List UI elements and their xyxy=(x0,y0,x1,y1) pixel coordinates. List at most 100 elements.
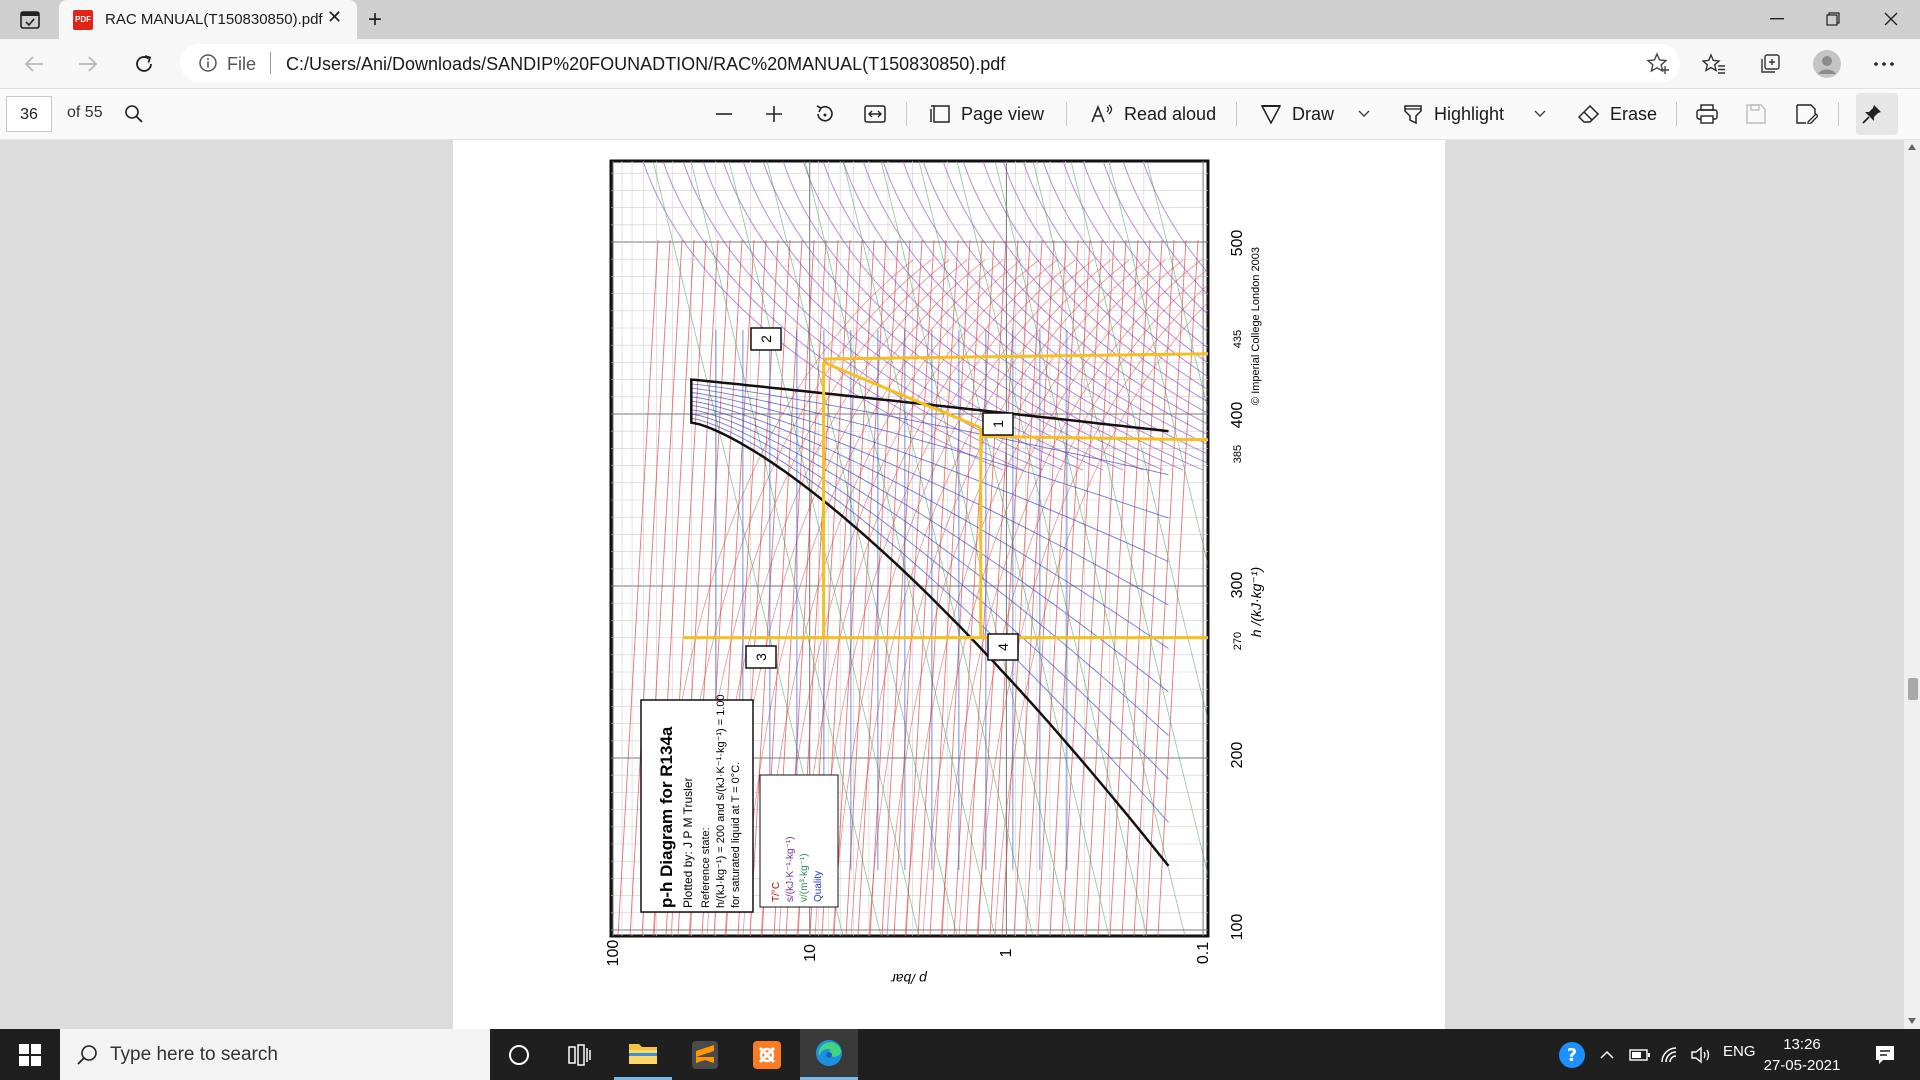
vertical-scrollbar[interactable] xyxy=(1904,140,1920,1029)
url-text[interactable]: C:/Users/Ani/Downloads/SANDIP%20FOUNADTI… xyxy=(286,54,1006,74)
eraser-icon xyxy=(1578,104,1600,123)
scrollbar-thumb[interactable] xyxy=(1908,678,1918,700)
point-marker: 4 xyxy=(987,633,1019,661)
highlight-options-chevron-icon[interactable] xyxy=(1534,99,1556,129)
pdf-toolbar: 36 of 55 Page view Read aloud Draw Highl… xyxy=(0,89,1920,140)
draw-options-chevron-icon[interactable] xyxy=(1358,99,1380,129)
minimize-icon[interactable] xyxy=(1752,4,1802,34)
point-label-3: 3 xyxy=(753,653,769,661)
point-label-2: 2 xyxy=(758,335,774,343)
toolbar-divider xyxy=(1676,102,1677,126)
zoom-in-icon[interactable] xyxy=(764,99,794,129)
page-number-input[interactable]: 36 xyxy=(6,96,52,132)
draw-button[interactable]: Draw xyxy=(1260,99,1334,129)
plotted-by: Plotted by: J P M Trusler xyxy=(681,778,695,909)
reference-line-2: for saturated liquid at T = 0°C. xyxy=(730,762,742,908)
highlight-button[interactable]: Highlight xyxy=(1402,99,1504,129)
scroll-down-icon[interactable] xyxy=(1908,1018,1916,1024)
url-scheme-label: File xyxy=(227,54,257,74)
clock-date: 27-05-2021 xyxy=(1763,1057,1841,1074)
close-window-icon[interactable] xyxy=(1866,4,1916,34)
zoom-out-icon[interactable] xyxy=(714,99,744,129)
y-tick: 0.1 xyxy=(1195,942,1212,964)
navigation-bar: File C:/Users/Ani/Downloads/SANDIP%20FOU… xyxy=(0,39,1920,89)
read-aloud-label: Read aloud xyxy=(1124,103,1217,124)
fit-to-width-icon[interactable] xyxy=(864,99,896,129)
x-tick: 300 xyxy=(1229,572,1246,599)
search-icon xyxy=(77,1045,97,1065)
favorites-icon[interactable] xyxy=(1698,48,1730,80)
x-tick: 200 xyxy=(1229,742,1246,769)
read-aloud-button[interactable]: Read aloud xyxy=(1090,99,1216,129)
erase-label: Erase xyxy=(1610,103,1658,124)
edge-browser-icon[interactable] xyxy=(800,1029,858,1080)
scroll-up-icon[interactable] xyxy=(1908,144,1916,150)
marked-h-value: 435 xyxy=(1232,330,1244,348)
toolbar-divider xyxy=(906,102,907,126)
close-tab-icon[interactable]: ✕ xyxy=(327,7,343,27)
sublime-text-icon[interactable] xyxy=(676,1029,734,1080)
cortana-icon[interactable] xyxy=(490,1029,548,1080)
point-marker: 3 xyxy=(745,645,777,669)
url-separator xyxy=(270,52,271,74)
save-icon[interactable] xyxy=(1746,99,1776,129)
legend-entropy: s/(kJ·K⁻¹·kg⁻¹) xyxy=(785,836,796,902)
pdf-icon: PDF xyxy=(73,10,93,30)
search-icon[interactable] xyxy=(124,99,154,129)
xampp-icon[interactable] xyxy=(738,1029,796,1080)
task-view-icon[interactable] xyxy=(551,1029,609,1080)
y-tick: 100 xyxy=(605,940,622,967)
page-view-button[interactable]: Page view xyxy=(929,99,1044,129)
language-indicator[interactable]: ENG xyxy=(1723,1043,1756,1060)
address-bar[interactable]: File C:/Users/Ani/Downloads/SANDIP%20FOU… xyxy=(180,44,1680,82)
collections-icon[interactable] xyxy=(1754,48,1786,80)
notifications-icon[interactable] xyxy=(1860,1029,1910,1080)
y-tick: 10 xyxy=(802,944,819,962)
highlighter-icon xyxy=(1404,105,1422,125)
tab-strip: PDF RAC MANUAL(T150830850).pdf ✕ + xyxy=(0,0,1920,39)
ph-diagram: 2 1 3 4 p-h Diagram for R134a Plotted by… xyxy=(605,159,1264,987)
windows-start-icon[interactable] xyxy=(0,1029,60,1080)
taskbar-clock[interactable]: 13:26 27-05-2021 xyxy=(1752,1034,1852,1076)
reference-line-1: h/(kJ·kg⁻¹) = 200 and s/(kJ·K⁻¹·kg⁻¹) = … xyxy=(715,694,727,908)
tab-title: RAC MANUAL(T150830850).pdf xyxy=(105,11,323,28)
y-tick: 1 xyxy=(998,948,1015,957)
x-axis-label: h /(kJ·kg⁻¹) xyxy=(1248,567,1264,637)
pdf-page: 2 1 3 4 p-h Diagram for R134a Plotted by… xyxy=(453,140,1445,1029)
restore-icon[interactable] xyxy=(1808,4,1858,34)
back-icon[interactable] xyxy=(18,48,50,80)
save-as-icon[interactable] xyxy=(1796,99,1828,129)
x-tick: 500 xyxy=(1229,230,1246,257)
toolbar-divider xyxy=(1066,102,1067,126)
show-hidden-icons-chevron-icon[interactable] xyxy=(1592,1029,1622,1080)
more-options-icon[interactable] xyxy=(1868,48,1900,80)
rotate-icon[interactable] xyxy=(814,99,846,129)
draw-icon xyxy=(1260,105,1282,124)
pin-toolbar-icon[interactable] xyxy=(1856,93,1898,135)
tab-actions-icon[interactable] xyxy=(14,8,46,32)
battery-icon[interactable] xyxy=(1625,1029,1655,1080)
page-view-icon xyxy=(930,105,950,123)
new-tab-icon[interactable]: + xyxy=(368,6,383,33)
volume-icon[interactable] xyxy=(1687,1029,1717,1080)
info-icon[interactable] xyxy=(198,53,218,78)
refresh-icon[interactable] xyxy=(128,48,160,80)
clock-time: 13:26 xyxy=(1783,1036,1821,1053)
wifi-icon[interactable] xyxy=(1656,1029,1686,1080)
legend-temperature: T/°C xyxy=(771,882,782,902)
profile-icon[interactable] xyxy=(1811,48,1843,80)
highlight-label: Highlight xyxy=(1434,103,1505,124)
taskbar-search-box[interactable]: Type here to search xyxy=(60,1029,490,1080)
browser-tab[interactable]: PDF RAC MANUAL(T150830850).pdf ✕ xyxy=(59,0,357,39)
search-placeholder: Type here to search xyxy=(110,1044,278,1065)
forward-icon[interactable] xyxy=(72,48,104,80)
x-tick: 400 xyxy=(1229,402,1246,429)
read-aloud-icon xyxy=(1091,104,1113,123)
add-favorite-icon[interactable] xyxy=(1646,52,1670,79)
print-icon[interactable] xyxy=(1696,99,1728,129)
file-explorer-icon[interactable] xyxy=(614,1029,672,1080)
erase-button[interactable]: Erase xyxy=(1578,99,1657,129)
help-icon[interactable]: ? xyxy=(1552,1029,1592,1080)
page-count: of 55 xyxy=(67,104,103,121)
copyright-text: © Imperial College London 2003 xyxy=(1250,247,1262,405)
